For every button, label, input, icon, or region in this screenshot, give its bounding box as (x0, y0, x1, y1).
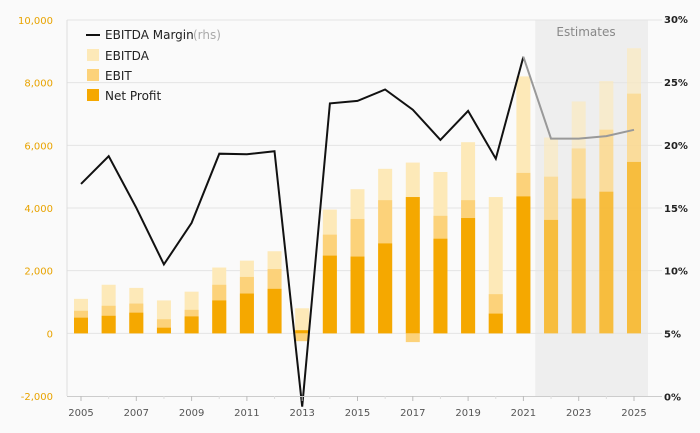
left-tick-label: 4,000 (24, 204, 53, 215)
legend-swatch-ebitda (87, 49, 99, 61)
bar-net-profit (516, 196, 531, 334)
bar-ebitda (295, 308, 310, 334)
x-tick-label: 2023 (566, 408, 591, 419)
left-tick-label: 0 (47, 329, 53, 340)
x-tick-label: 2025 (621, 408, 646, 419)
margin-line (80, 56, 635, 407)
right-tick-label: 30% (664, 15, 688, 26)
bar-net-profit (267, 288, 282, 334)
x-tick-label: 2019 (455, 408, 480, 419)
x-tick-label: 2005 (68, 408, 93, 419)
right-tick-label: 20% (664, 141, 688, 152)
x-tick-label: 2009 (179, 408, 204, 419)
bar-net-profit (350, 256, 365, 334)
bar-net-profit (461, 218, 476, 334)
x-tick-label: 2011 (234, 408, 259, 419)
bar-net-profit (156, 327, 171, 334)
bar-net-profit (488, 313, 503, 334)
right-tick-label: 0% (664, 393, 681, 404)
left-tick-label: 6,000 (24, 141, 53, 152)
right-tick-label: 25% (664, 78, 688, 89)
line-ebitda-margin-estimate (522, 56, 635, 140)
bar-net-profit (129, 312, 144, 334)
bar-net-profit (433, 238, 448, 334)
x-tick-label: 2017 (400, 408, 425, 419)
legend-label-net-profit: Net Profit (105, 89, 161, 103)
bar-net-profit (571, 198, 586, 334)
bar-net-profit (627, 161, 641, 334)
estimates-label: Estimates (556, 25, 615, 39)
bar-ebit (295, 333, 310, 342)
legend-swatch-ebit (87, 69, 99, 81)
x-tick-label: 2007 (124, 408, 149, 419)
legend-rhs-note: (rhs) (193, 28, 221, 42)
bar-net-profit (184, 316, 199, 334)
bar-net-profit (378, 243, 393, 334)
right-tick-label: 10% (664, 267, 688, 278)
bar-net-profit (74, 317, 88, 334)
left-tick-label: 10,000 (18, 16, 53, 27)
bar-net-profit (101, 315, 116, 334)
bar-net-profit (295, 330, 310, 334)
x-tick-label: 2021 (511, 408, 536, 419)
right-tick-label: 5% (664, 330, 681, 341)
bar-ebit (405, 333, 420, 343)
left-tick-label: 8,000 (24, 79, 53, 90)
legend-label-ebit: EBIT (105, 69, 132, 83)
bar-net-profit (405, 197, 420, 334)
bar-net-profit (322, 255, 337, 334)
bar-net-profit (544, 219, 559, 334)
x-tick-label: 2015 (345, 408, 370, 419)
bar-net-profit (212, 300, 227, 334)
bar-net-profit (239, 293, 254, 334)
right-tick-label: 15% (664, 204, 688, 215)
legend-swatch-net-profit (87, 89, 99, 101)
bars (74, 48, 641, 343)
legend: EBITDA Margin (rhs) EBITDA EBIT Net Profit (86, 28, 221, 103)
line-ebitda-margin (80, 56, 525, 407)
legend-label-ebitda-margin: EBITDA Margin (105, 28, 194, 42)
left-tick-label: -2,000 (21, 392, 53, 403)
legend-label-ebitda: EBITDA (105, 49, 150, 63)
left-tick-label: 2,000 (24, 267, 53, 278)
axes: -2,000 0 2,000 4,000 6,000 8,000 10,000 0% 5% 10%… (18, 15, 688, 419)
x-tick-label: 2013 (289, 408, 314, 419)
bar-net-profit (599, 191, 614, 334)
